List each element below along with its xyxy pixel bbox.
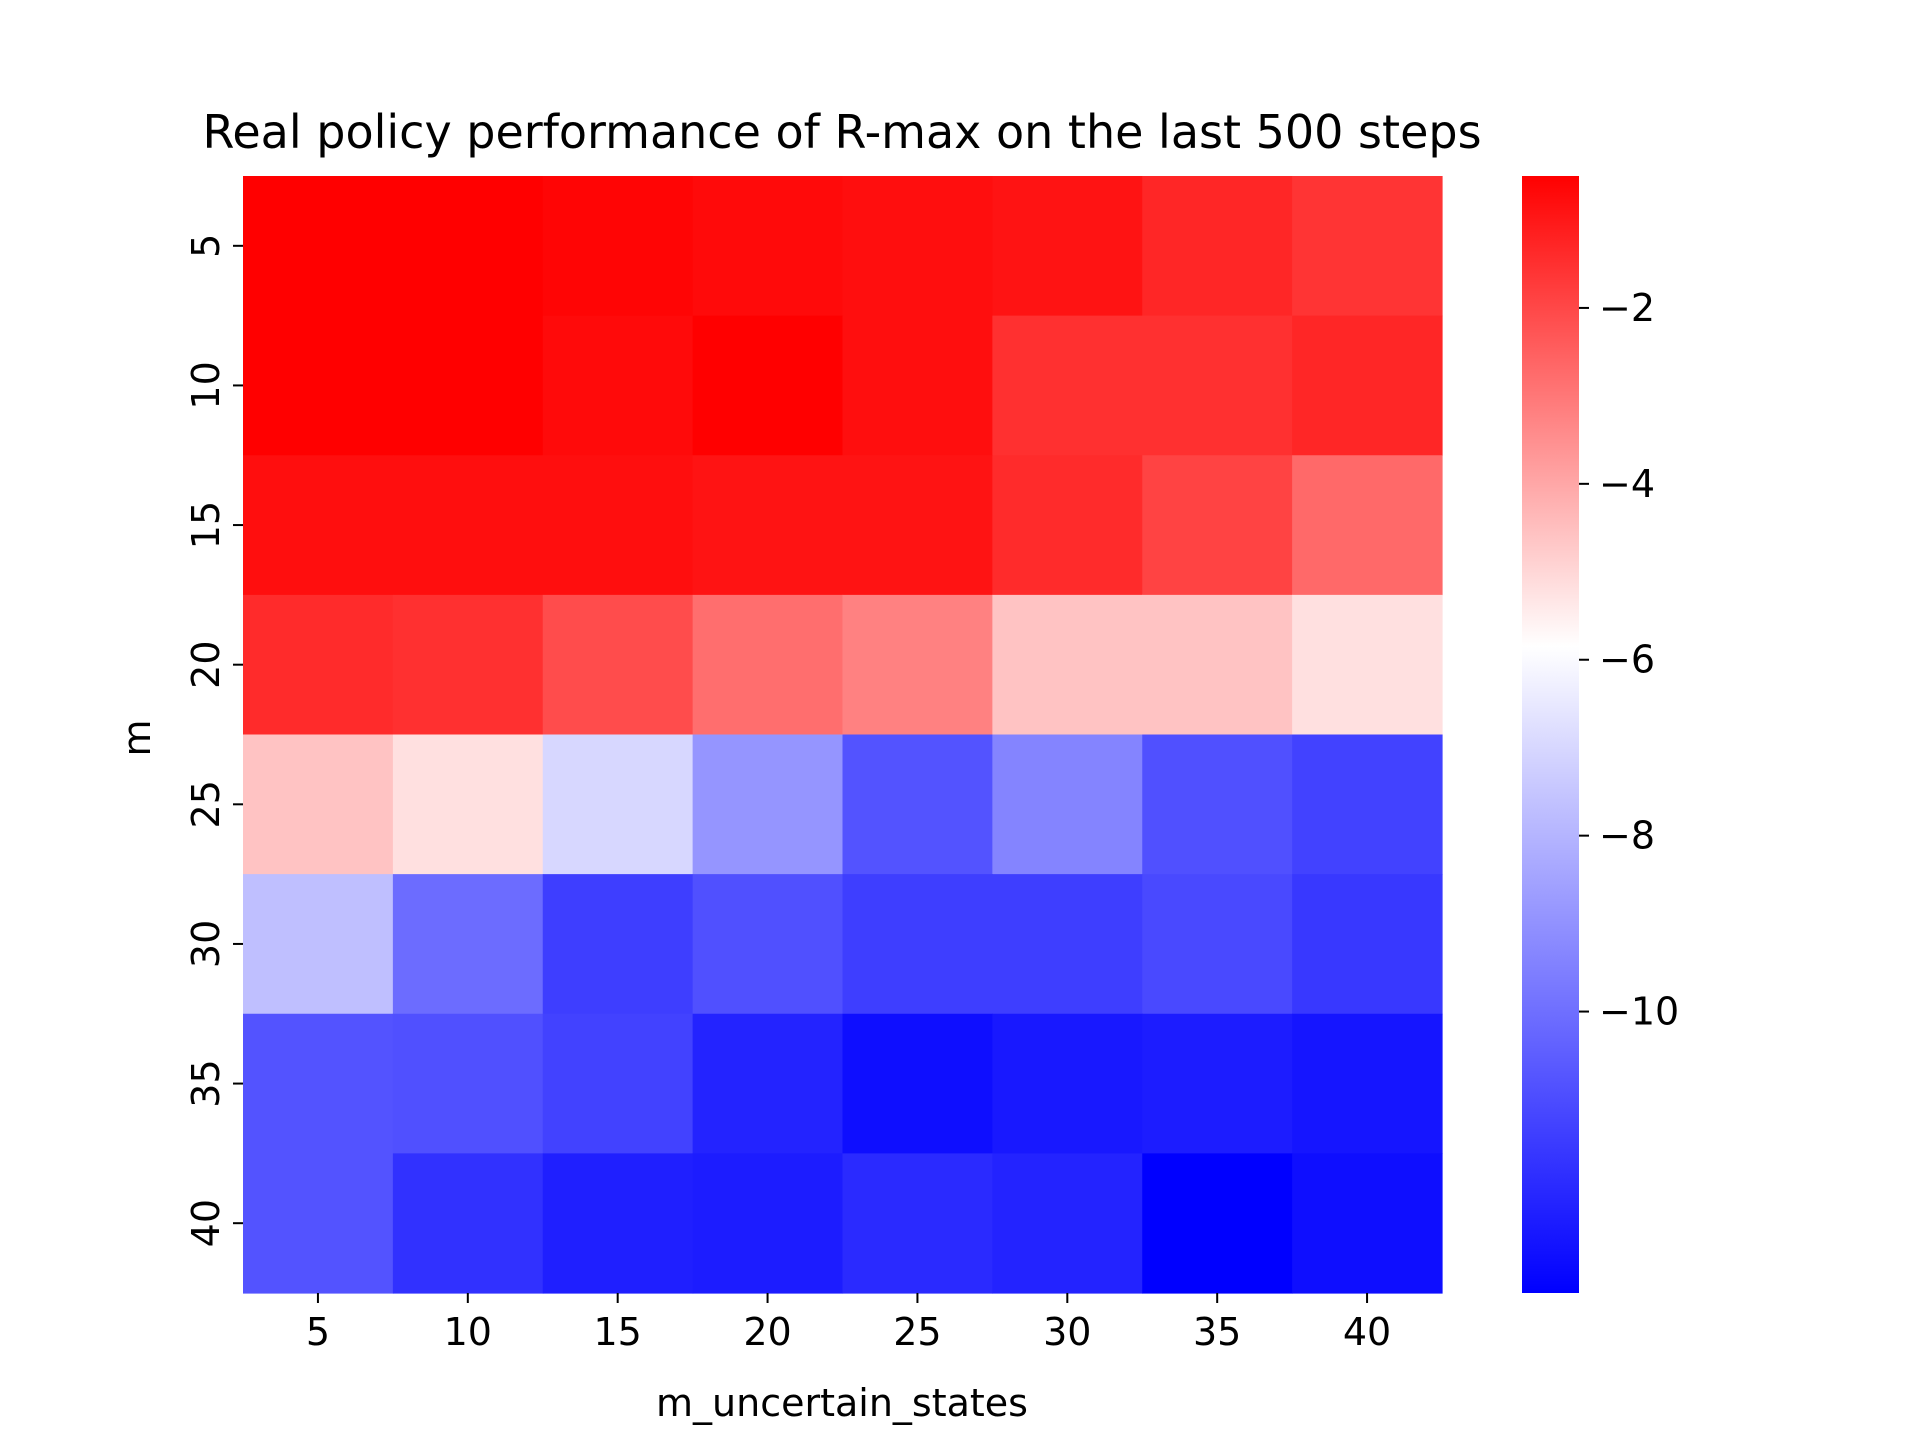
heatmap-cell — [992, 1153, 1143, 1294]
heatmap-cell — [1292, 176, 1443, 317]
y-tick-label: 25 — [184, 780, 228, 828]
heatmap-cell — [392, 594, 544, 736]
heatmap-cell — [692, 176, 844, 317]
heatmap-cell — [1292, 455, 1443, 596]
heatmap-cell — [992, 1013, 1143, 1154]
y-axis-label: m — [115, 719, 159, 756]
colorbar-tick-label: −6 — [1599, 638, 1655, 682]
heatmap-cell — [243, 874, 394, 1015]
colorbar-tick-label: −4 — [1599, 462, 1655, 506]
heatmap-cell — [542, 594, 694, 736]
x-tick-label: 30 — [1043, 1310, 1091, 1354]
heatmap-cell — [842, 594, 993, 736]
heatmap-cell — [1292, 1153, 1443, 1294]
heatmap-cell — [1142, 455, 1293, 596]
heatmap-cell — [243, 1013, 394, 1154]
heatmap-cell — [842, 176, 993, 317]
heatmap-cell — [1292, 315, 1443, 456]
heatmap-cell — [392, 734, 544, 875]
y-tick-label: 30 — [184, 920, 228, 968]
colorbar — [1522, 176, 1579, 1293]
heatmap-cell — [692, 594, 844, 736]
heatmap-cell — [992, 176, 1143, 317]
heatmap-cell — [542, 315, 694, 456]
x-tick-label: 40 — [1343, 1310, 1391, 1354]
y-tick-label: 20 — [184, 641, 228, 689]
heatmap-cell — [992, 594, 1143, 736]
heatmap-cell — [243, 176, 394, 317]
x-tick-label: 10 — [444, 1310, 492, 1354]
heatmap-cell — [692, 734, 844, 875]
y-tick-label: 35 — [184, 1059, 228, 1107]
heatmap-cell — [1142, 734, 1293, 875]
y-tick-label: 15 — [184, 501, 228, 549]
colorbar-tick-label: −8 — [1599, 814, 1655, 858]
heatmap-cell — [542, 455, 694, 596]
x-tick-label: 25 — [893, 1310, 941, 1354]
heatmap-cell — [542, 874, 694, 1015]
heatmap-cell — [992, 874, 1143, 1015]
heatmap-cell — [1142, 594, 1293, 736]
heatmap-cell — [992, 734, 1143, 875]
y-axis-ticks: 5 10 15 20 25 30 35 40 — [184, 234, 243, 1247]
x-tick-label: 15 — [594, 1310, 642, 1354]
heatmap-cell — [243, 734, 394, 875]
heatmap-cell — [1292, 734, 1443, 875]
heatmap-cell — [1292, 874, 1443, 1015]
heatmap-cell — [392, 874, 544, 1015]
heatmap-cell — [992, 455, 1143, 596]
heatmap-cell — [1142, 874, 1293, 1015]
heatmap-cell — [392, 315, 544, 456]
chart-title: Real policy performance of R-max on the … — [202, 105, 1481, 159]
heatmap-cell — [842, 1153, 993, 1294]
heatmap-cell — [392, 1013, 544, 1154]
heatmap-cell — [692, 315, 844, 456]
heatmap-cell — [1292, 1013, 1443, 1154]
heatmap-cell — [542, 734, 694, 875]
heatmap-cell — [243, 315, 394, 456]
heatmap-cell — [692, 874, 844, 1015]
x-tick-label: 5 — [306, 1310, 330, 1354]
y-tick-label: 40 — [184, 1199, 228, 1247]
x-tick-label: 20 — [743, 1310, 791, 1354]
heatmap-cell — [392, 455, 544, 596]
heatmap-cell — [1142, 315, 1293, 456]
heatmap-cell — [1142, 176, 1293, 317]
heatmap-cell — [243, 594, 394, 736]
heatmap-cell — [992, 315, 1143, 456]
heatmap-cell — [842, 734, 993, 875]
heatmap-cell — [842, 874, 993, 1015]
heatmap-cell — [392, 176, 544, 317]
heatmap-cell — [692, 455, 844, 596]
heatmap-cell — [542, 176, 694, 317]
y-tick-label: 5 — [184, 234, 228, 258]
colorbar-tick-label: −2 — [1599, 286, 1655, 330]
colorbar-tick-label: −10 — [1599, 990, 1679, 1034]
heatmap-cell — [692, 1153, 844, 1294]
x-tick-label: 35 — [1193, 1310, 1241, 1354]
x-axis-label: m_uncertain_states — [656, 1381, 1028, 1425]
heatmap-cell — [692, 1013, 844, 1154]
heatmap-cell — [542, 1013, 694, 1154]
y-tick-label: 10 — [184, 361, 228, 409]
heatmap-cell — [842, 1013, 993, 1154]
heatmap-cell — [842, 315, 993, 456]
heatmap-cell — [243, 455, 394, 596]
colorbar-ticks: −2 −4 −6 −8 −10 — [1579, 286, 1679, 1034]
heatmap-cells — [243, 176, 1443, 1294]
heatmap-cell — [1142, 1153, 1293, 1294]
heatmap-cell — [243, 1153, 394, 1294]
heatmap-cell — [1292, 594, 1443, 736]
heatmap-cell — [1142, 1013, 1293, 1154]
heatmap-cell — [842, 455, 993, 596]
heatmap-cell — [392, 1153, 544, 1294]
x-axis-ticks: 5 10 15 20 25 30 35 40 — [306, 1293, 1391, 1354]
heatmap-cell — [542, 1153, 694, 1294]
